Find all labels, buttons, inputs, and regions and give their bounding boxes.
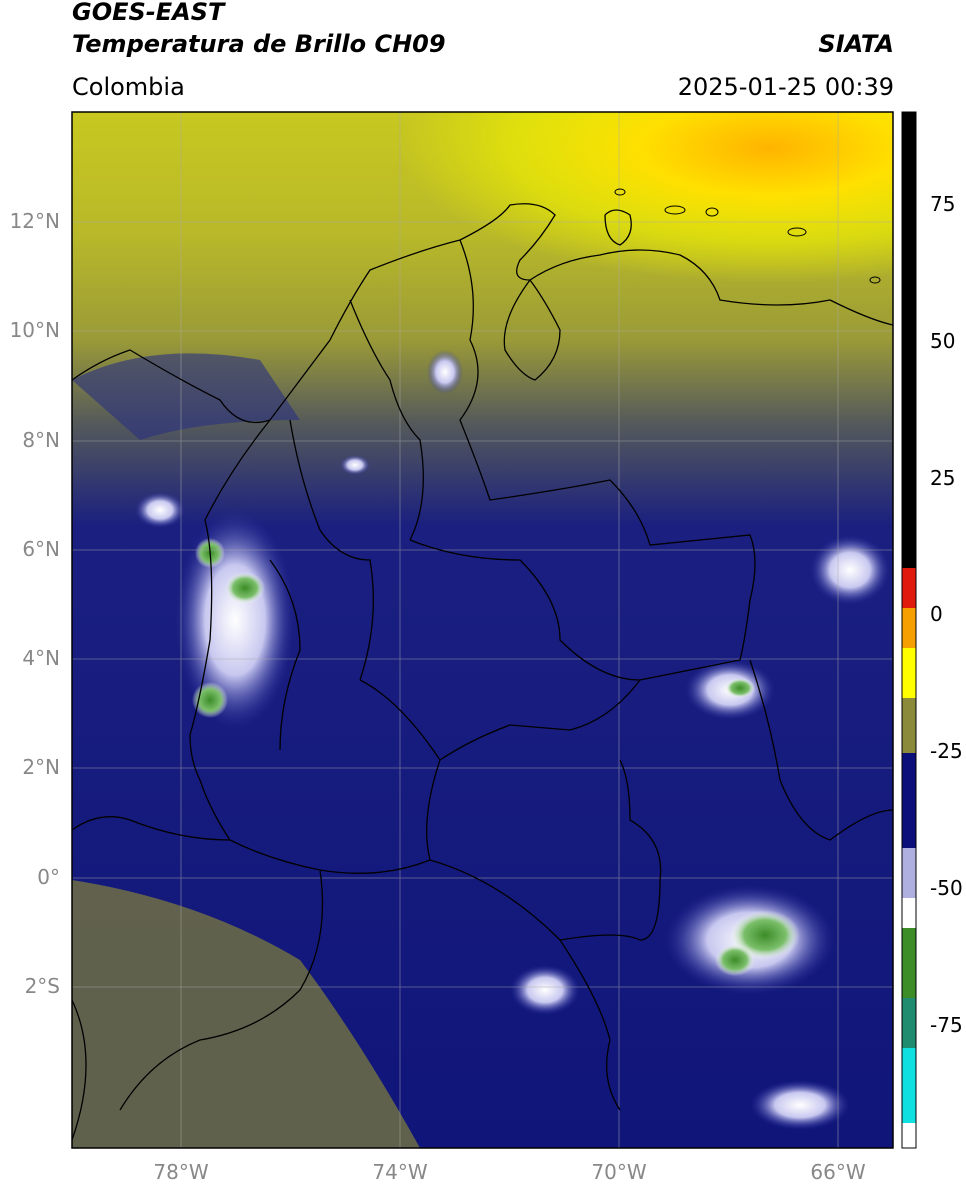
lon-tick: 70°W (591, 1160, 647, 1184)
agency-label: SIATA (818, 30, 894, 58)
satellite-name: GOES-EAST (72, 0, 225, 26)
lon-tick: 66°W (810, 1160, 866, 1184)
colorbar-tick: -25 (930, 739, 963, 763)
lat-tick: 0° (37, 865, 60, 889)
lat-tick: 6°N (22, 537, 60, 561)
lat-tick: 2°S (24, 974, 60, 998)
colorbar-tick: -75 (930, 1013, 963, 1037)
colorbar-olive-segment (902, 698, 916, 753)
colorbar-tick: -50 (930, 876, 963, 900)
colorbar-lavender-segment (902, 848, 916, 898)
islands (614, 188, 881, 284)
lat-tick: 8°N (22, 428, 60, 452)
colorbar-navy-segment (902, 753, 916, 848)
colorbar-red-segment (902, 568, 916, 608)
colorbar-tick: 0 (930, 602, 943, 626)
colorbar-warm-segment (902, 112, 916, 568)
colorbar-tick: 25 (930, 466, 956, 490)
colorbar-yellow-segment (902, 648, 916, 698)
region-label: Colombia (72, 73, 185, 101)
lat-tick: 2°N (22, 755, 60, 779)
boundaries (72, 203, 893, 1141)
colorbar-bottom-segment (902, 1123, 916, 1148)
map-frame (71, 111, 894, 1149)
gridlines (72, 112, 893, 1148)
colorbar-orange-segment (902, 608, 916, 648)
product-name: Temperatura de Brillo CH09 (72, 30, 446, 58)
lat-tick: 10°N (9, 318, 60, 342)
datetime-label: 2025-01-25 00:39 (677, 73, 894, 101)
colorbar-teal-segment (902, 998, 916, 1048)
colorbar-frame (901, 111, 917, 1149)
colorbar-cyan-segment (902, 1048, 916, 1123)
colorbar-tick: 50 (930, 329, 956, 353)
map-title: GOES-EAST Temperatura de Brillo CH09 (72, 0, 446, 60)
lon-tick: 74°W (372, 1160, 428, 1184)
colorbar-white-segment (902, 898, 916, 928)
lon-tick: 78°W (153, 1160, 209, 1184)
colorbar (901, 111, 917, 1149)
lat-tick: 4°N (22, 646, 60, 670)
colorbar-tick: 75 (930, 192, 956, 216)
lat-tick: 12°N (9, 209, 60, 233)
satellite-image (72, 112, 893, 1148)
colorbar-green-segment (902, 928, 916, 998)
